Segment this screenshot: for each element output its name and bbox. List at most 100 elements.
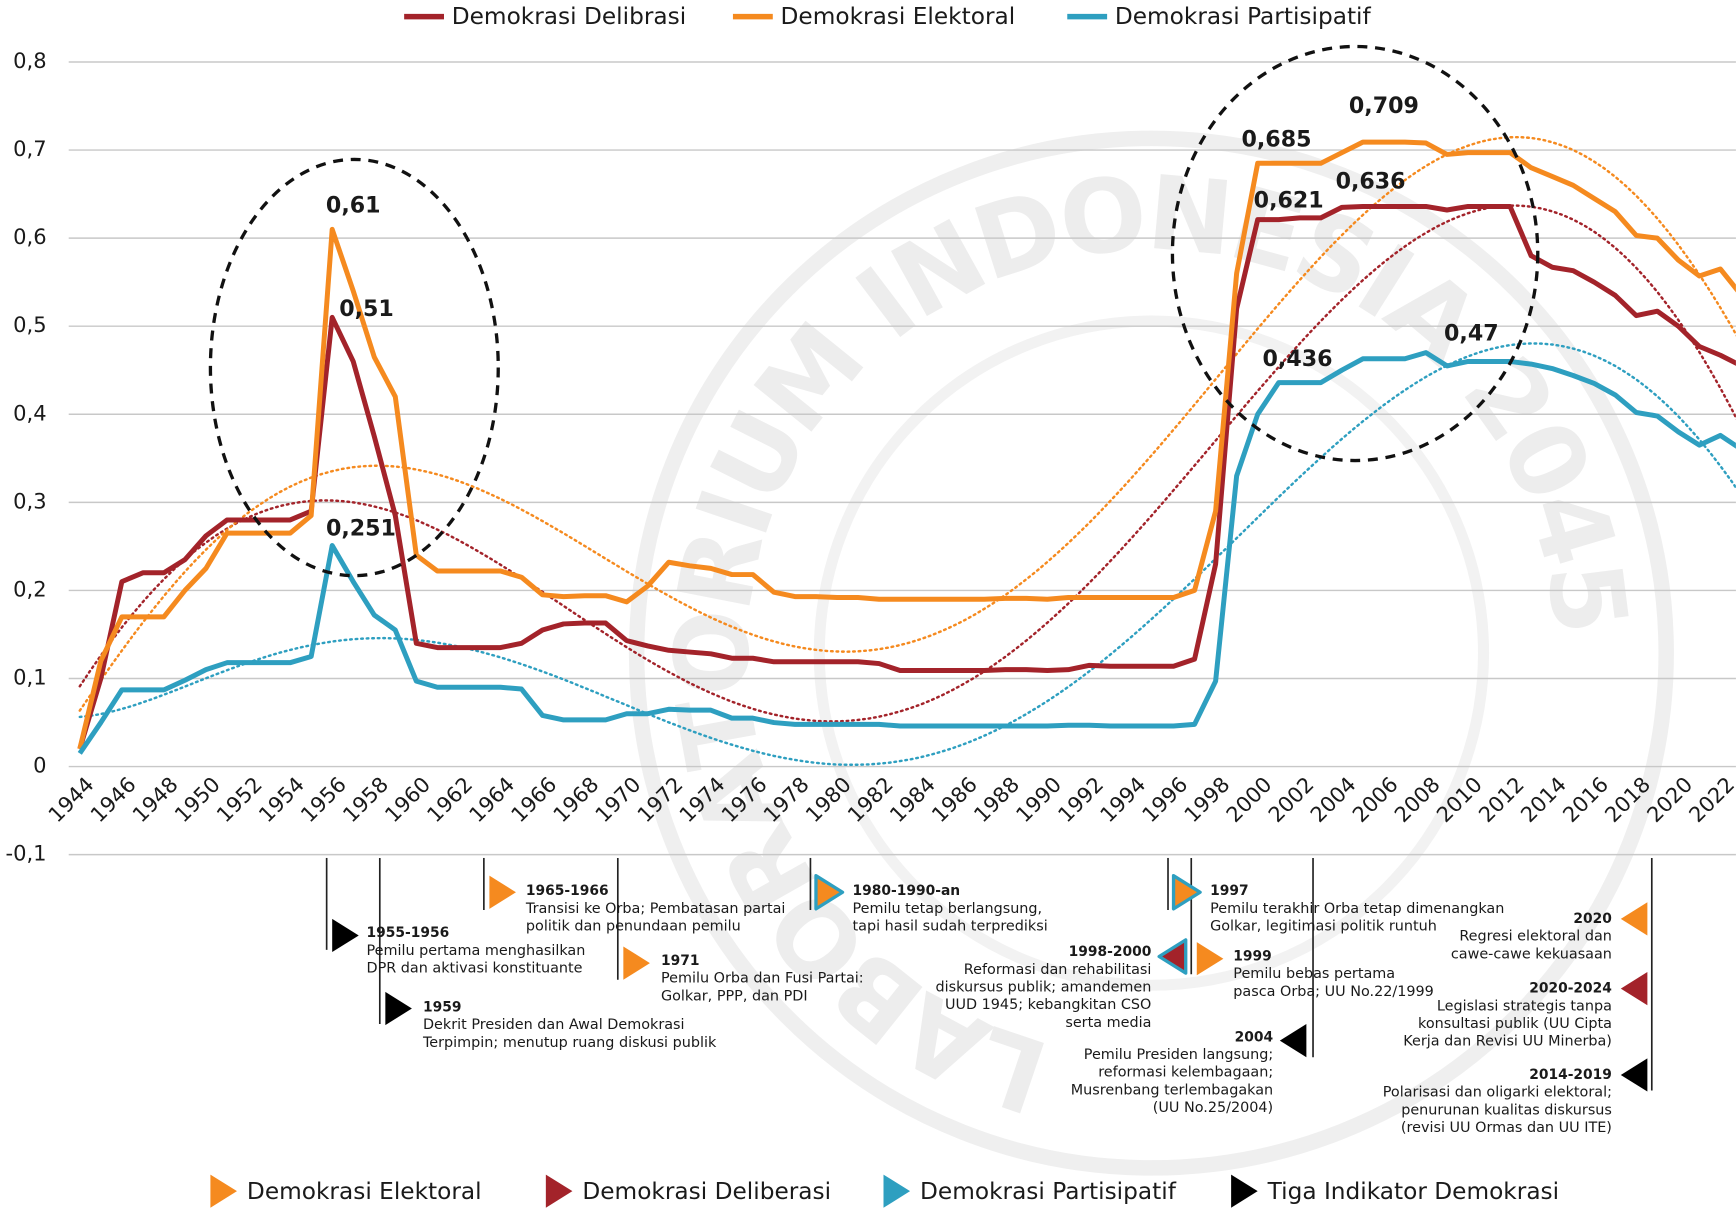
x-tick-label: 1988 — [969, 772, 1024, 827]
timeline-events: 1955-1956 Pemilu pertama menghasilkan DPR … — [332, 874, 1648, 1136]
event-description: Kerja dan Revisi UU Minerba) — [1403, 1034, 1612, 1050]
event-period: 1998-2000 — [1069, 944, 1152, 960]
event-marker — [883, 1174, 911, 1208]
data-label: 0,709 — [1349, 93, 1419, 119]
legend: Demokrasi Delibrasi Demokrasi Elektoral De… — [404, 3, 1372, 30]
event-period: 2004 — [1235, 1029, 1273, 1045]
data-label: 0,47 — [1444, 320, 1499, 346]
x-tick-label: 2022 — [1684, 772, 1736, 827]
trendline — [78, 135, 1736, 712]
x-tick-label: 1964 — [464, 772, 519, 827]
x-tick-label: 1950 — [169, 772, 224, 827]
event-marker — [1196, 942, 1224, 976]
event-description: Golkar, PPP, dan PDI — [661, 988, 808, 1004]
event-marker — [385, 991, 412, 1026]
timeline-event: 1965-1966 Transisi ke Orba; Pembatasan pa… — [489, 875, 785, 935]
x-tick-label: 1952 — [211, 772, 266, 827]
event-legend-label: Demokrasi Deliberasi — [582, 1178, 831, 1205]
event-description: Pemilu Orba dan Fusi Partai: — [661, 971, 864, 987]
event-period: 1965-1966 — [526, 883, 609, 899]
data-label: 0,251 — [326, 515, 396, 541]
y-tick-label: 0,7 — [13, 136, 46, 161]
x-tick-label: 1984 — [884, 772, 939, 827]
x-tick-label: 2002 — [1263, 772, 1318, 827]
event-description: Legislasi strategis tanpa — [1437, 998, 1612, 1014]
x-tick-label: 1958 — [338, 772, 393, 827]
event-period: 1959 — [423, 999, 462, 1015]
event-period: 1971 — [661, 953, 700, 969]
event-legend-label: Demokrasi Partisipatif — [920, 1178, 1177, 1205]
x-tick-label: 2014 — [1516, 772, 1571, 827]
x-tick-label: 1966 — [506, 772, 561, 827]
event-period: 1999 — [1233, 948, 1271, 964]
timeline-event: 1955-1956 Pemilu pertama menghasilkan DPR … — [332, 918, 586, 977]
trendline — [78, 204, 1736, 723]
y-tick-label: 0,3 — [13, 488, 46, 513]
event-description: Pemilu terakhir Orba tetap dimenangkan — [1210, 901, 1504, 917]
event-description: politik dan penundaan pemilu — [526, 919, 741, 935]
legend-label: Demokrasi Elektoral — [781, 3, 1016, 30]
timeline-event: 1997 Pemilu terakhir Orba tetap dimenangk… — [1171, 874, 1504, 935]
x-tick-label: 1948 — [127, 772, 182, 827]
data-label: 0,51 — [339, 296, 394, 322]
event-description: Transisi ke Orba; Pembatasan partai — [525, 901, 785, 917]
legend-label: Demokrasi Delibrasi — [452, 3, 686, 30]
timeline-event: 1959 Dekrit Presiden dan Awal Demokrasi Te… — [385, 991, 717, 1051]
event-description: tapi hasil sudah terprediksi — [853, 919, 1048, 935]
event-description: Pemilu bebas pertama — [1233, 966, 1395, 982]
event-description: Pemilu tetap berlangsung, — [853, 901, 1043, 917]
data-label: 0,621 — [1254, 187, 1324, 213]
event-description: pasca Orba; UU No.22/1999 — [1233, 984, 1433, 1000]
x-tick-label: 1956 — [296, 772, 351, 827]
y-tick-label: 0 — [33, 753, 46, 778]
series-line — [77, 139, 1736, 750]
x-tick-label: 1994 — [1095, 772, 1150, 827]
event-description: serta media — [1065, 1015, 1151, 1031]
event-marker — [1279, 1024, 1307, 1058]
event-description: reformasi kelembagaan; — [1098, 1065, 1273, 1081]
event-legend-label: Demokrasi Elektoral — [247, 1178, 482, 1205]
event-description: Musrenbang terlembagakan — [1071, 1082, 1273, 1098]
highlight-ellipse — [208, 157, 500, 578]
event-legend: Demokrasi Elektoral Demokrasi Deliberasi D… — [210, 1174, 1559, 1208]
event-description: (UU No.25/2004) — [1153, 1100, 1273, 1116]
x-tick-label: 2016 — [1558, 772, 1613, 827]
y-tick-label: 0,2 — [13, 576, 46, 601]
highlight-ellipse — [1170, 44, 1540, 463]
x-tick-label: 1998 — [1179, 772, 1234, 827]
x-tick-label: 2000 — [1221, 772, 1276, 827]
data-label: 0,61 — [326, 193, 381, 219]
x-tick-label: 1944 — [43, 772, 98, 827]
x-tick-label: 1970 — [590, 772, 645, 827]
event-marker — [1620, 971, 1648, 1006]
y-tick-label: 0,4 — [13, 400, 46, 425]
event-legend-label: Tiga Indikator Demokrasi — [1267, 1178, 1559, 1205]
data-labels: 0,51 0,621 0,636 0,61 0,685 0,709 0,251 0,436 0,… — [326, 93, 1499, 541]
event-description: konsultasi publik (UU Cipta — [1418, 1016, 1612, 1032]
event-period: 2020-2024 — [1529, 981, 1612, 997]
event-period: 1980-1990-an — [853, 883, 961, 899]
event-marker — [1157, 938, 1188, 975]
x-tick-label: 2012 — [1473, 772, 1528, 827]
timeline-event: 1998-2000 Reformasi dan rehabilitasidisku… — [935, 938, 1188, 1031]
y-tick-label: 0,8 — [13, 48, 46, 73]
event-description: Pemilu pertama menghasilkan — [367, 943, 586, 959]
x-tick-label: 1968 — [548, 772, 603, 827]
event-marker — [332, 918, 359, 953]
x-tick-label: 1992 — [1053, 772, 1108, 827]
x-tick-label: 1946 — [85, 772, 140, 827]
trendlines — [78, 135, 1736, 766]
event-marker — [623, 946, 650, 980]
x-tick-label: 1986 — [927, 772, 982, 827]
event-description: (revisi UU Ormas dan UU ITE) — [1401, 1120, 1612, 1136]
x-tick-label: 2006 — [1347, 772, 1402, 827]
event-description: penurunan kualitas diskursus — [1401, 1102, 1612, 1118]
event-marker — [489, 875, 516, 909]
event-description: Polarisasi dan oligarki elektoral; — [1383, 1085, 1612, 1101]
event-description: UUD 1945; kebangkitan CSO — [945, 997, 1151, 1013]
y-tick-label: 0,5 — [13, 312, 46, 337]
